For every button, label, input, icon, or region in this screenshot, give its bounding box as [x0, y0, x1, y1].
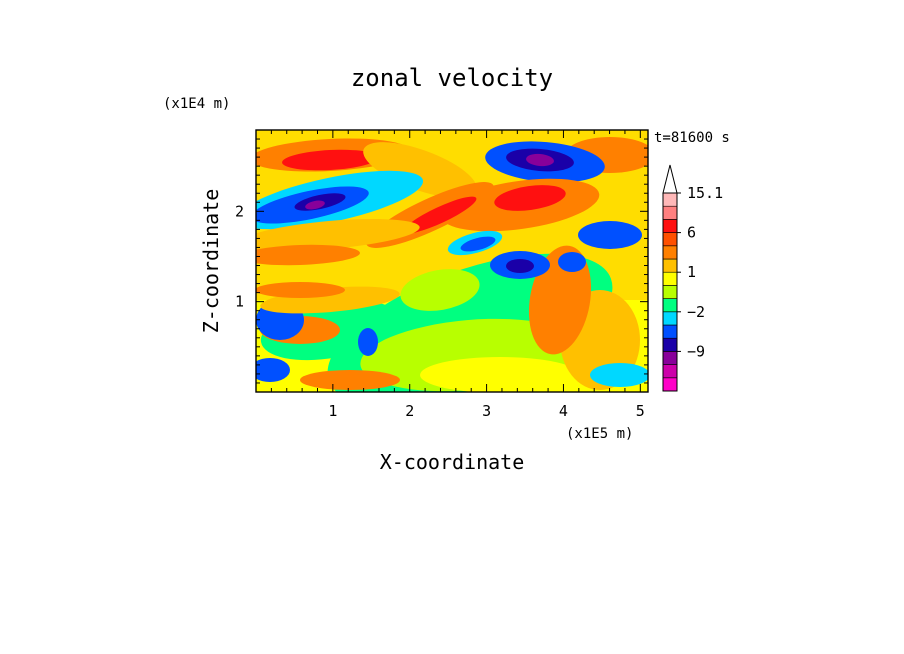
x-tick-label: 1	[328, 402, 337, 420]
colorbar-segment	[662, 258, 678, 273]
contour-region	[358, 328, 378, 356]
colorbar-segment	[662, 192, 678, 207]
colorbar-segment	[662, 219, 678, 233]
chart-title: zonal velocity	[351, 64, 553, 92]
colorbar-segment	[662, 324, 678, 339]
plot-frame	[255, 129, 649, 393]
x-tick-label: 5	[636, 402, 645, 420]
colorbar-tick-label: 1	[687, 263, 696, 281]
time-label: t=81600 s	[654, 130, 730, 146]
x-axis-ticks: 1 2 3 4 5	[270, 130, 645, 420]
colorbar-tick-label: −9	[687, 342, 705, 360]
colorbar: 15.1 6 1 −2 −9	[662, 164, 723, 392]
contour-region	[506, 259, 534, 273]
colorbar-frame	[662, 192, 678, 392]
y-tick-label: 2	[235, 202, 244, 220]
colorbar-tick-label: 6	[687, 224, 696, 242]
contour-region	[590, 363, 648, 387]
x-axis-label: X-coordinate	[380, 450, 525, 474]
colorbar-tick-label: −2	[687, 303, 705, 321]
contour-region	[256, 244, 360, 266]
contour-region	[403, 196, 477, 234]
contour-region	[526, 153, 554, 167]
colorbar-segment	[662, 205, 678, 220]
contour-region	[578, 221, 642, 249]
colorbar-extend-arrow	[662, 164, 678, 194]
x-tick-label: 2	[405, 402, 414, 420]
contour-region	[256, 358, 290, 382]
y-axis-ticks: 12	[235, 138, 648, 384]
colorbar-segment	[662, 285, 678, 299]
colorbar-segment	[662, 245, 678, 260]
contour-region	[256, 218, 420, 252]
x-tick-label: 3	[482, 402, 491, 420]
heatmap-field	[256, 130, 648, 392]
y-axis-label: Z-coordinate	[199, 189, 223, 334]
colorbar-segment	[662, 311, 678, 326]
colorbar-segment	[662, 377, 678, 392]
colorbar-segment	[662, 298, 678, 313]
colorbar-segment	[662, 232, 678, 247]
colorbar-segment	[662, 364, 678, 379]
y-tick-label: 1	[235, 293, 244, 311]
contour-region	[305, 200, 325, 210]
contour-region	[256, 282, 345, 298]
y-scale-label: (x1E4 m)	[163, 96, 230, 112]
contour-region	[400, 269, 480, 311]
colorbar-segment	[662, 351, 678, 365]
contour-region	[460, 236, 496, 252]
x-scale-label: (x1E5 m)	[566, 426, 633, 442]
contour-region	[363, 142, 477, 198]
contour-region	[282, 149, 378, 171]
contour-region	[300, 370, 400, 390]
colorbar-segment	[662, 271, 678, 286]
contour-region	[420, 357, 580, 392]
colorbar-segment	[662, 337, 678, 352]
colorbar-tick-label: 15.1	[687, 184, 723, 202]
x-tick-label: 4	[559, 402, 568, 420]
contour-region	[494, 185, 566, 211]
contour-region	[558, 252, 586, 272]
